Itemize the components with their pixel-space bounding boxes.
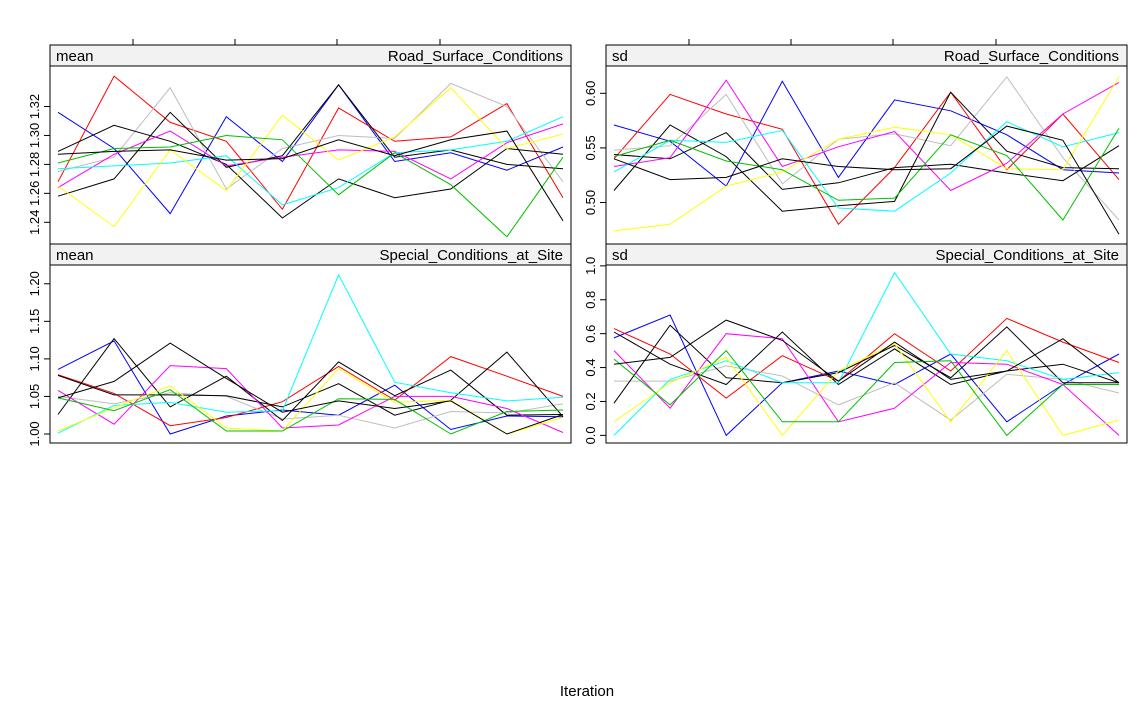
panel-plot-area <box>49 264 572 444</box>
strip-variable-label: Road_Surface_Conditions <box>388 48 563 65</box>
panel-sd-special: sd Special_Conditions_at_Site 0.0 0.2 0.4 0.6… <box>583 243 1128 444</box>
y-tick-label: 1.00 <box>27 421 42 446</box>
panel-mean-special: mean Special_Conditions_at_Site 1.00 1.05 1.… <box>27 243 572 447</box>
strip-stat-label: mean <box>56 48 94 65</box>
y-tick-label: 0.4 <box>583 359 598 377</box>
y-tick-label: 0.55 <box>583 135 598 160</box>
y-tick-label: 1.0 <box>583 257 598 275</box>
series-line-9 <box>57 134 564 238</box>
y-tick-label: 1.24 <box>27 210 42 235</box>
series-line-2 <box>613 91 1120 226</box>
series-line-5 <box>57 83 564 197</box>
strip-stat-label: sd <box>612 48 628 65</box>
x-axis-label: Iteration <box>560 683 614 700</box>
series-line-9 <box>57 389 564 435</box>
series-line-4 <box>613 91 1120 212</box>
series-line-7 <box>613 121 1120 212</box>
y-tick-label: 0.8 <box>583 291 598 309</box>
series-line-7 <box>57 273 564 434</box>
series-line-10 <box>613 125 1120 235</box>
series-line-2 <box>57 75 564 211</box>
panel-sd-road: sd Road_Surface_Conditions 0.50 0.55 0.60 <box>583 39 1128 245</box>
series-group <box>57 75 564 238</box>
series-line-10 <box>613 319 1120 384</box>
series-line-9 <box>613 127 1120 221</box>
series-line-3 <box>614 365 1120 421</box>
y-tick-label: 0.50 <box>583 190 598 215</box>
y-tick-label: 1.05 <box>27 384 42 409</box>
y-tick-label: 1.15 <box>27 309 42 334</box>
y-tick-label: 1.30 <box>27 123 42 148</box>
series-line-3 <box>613 76 1120 221</box>
series-group <box>613 76 1120 235</box>
series-line-4 <box>57 124 564 219</box>
series-line-1 <box>613 314 1120 437</box>
series-line-6 <box>613 333 1120 436</box>
y-tick-label: 1.26 <box>27 181 42 206</box>
series-group <box>613 271 1120 437</box>
series-line-2 <box>57 356 564 427</box>
series-line-8 <box>613 343 1120 437</box>
y-tick-label: 0.0 <box>583 426 598 444</box>
panel-plot-area <box>605 264 1128 444</box>
y-tick-label: 0.60 <box>583 81 598 106</box>
series-line-8 <box>613 76 1120 232</box>
panel-plot-area <box>49 65 572 245</box>
panel-plot-area <box>605 65 1128 245</box>
y-tick-label: 0.6 <box>583 325 598 343</box>
y-tick-label: 1.20 <box>27 271 42 296</box>
y-tick-label: 1.32 <box>27 94 42 119</box>
series-line-5 <box>613 331 1120 386</box>
y-tick-label: 1.10 <box>27 346 42 371</box>
strip-variable-label: Special_Conditions_at_Site <box>380 247 563 264</box>
panel-mean-road: mean Road_Surface_Conditions 1.24 1.26 1.28 1… <box>27 39 572 245</box>
series-line-6 <box>57 365 564 433</box>
series-line-1 <box>57 83 564 215</box>
strip-variable-label: Special_Conditions_at_Site <box>936 247 1119 264</box>
series-line-4 <box>57 337 564 422</box>
series-line-5 <box>613 131 1120 190</box>
strip-variable-label: Road_Surface_Conditions <box>944 48 1119 65</box>
series-line-6 <box>57 123 564 189</box>
series-group <box>57 273 564 435</box>
series-line-7 <box>57 116 564 206</box>
series-line-10 <box>57 342 564 435</box>
strip-stat-label: mean <box>56 247 94 264</box>
series-line-8 <box>57 87 564 228</box>
series-line-6 <box>613 79 1120 192</box>
series-line-3 <box>57 82 564 190</box>
series-line-3 <box>57 392 564 429</box>
strip-stat-label: sd <box>612 247 628 264</box>
y-tick-label: 0.2 <box>583 392 598 410</box>
series-line-9 <box>613 349 1119 437</box>
series-line-10 <box>57 130 564 222</box>
y-tick-label: 1.28 <box>27 152 42 177</box>
